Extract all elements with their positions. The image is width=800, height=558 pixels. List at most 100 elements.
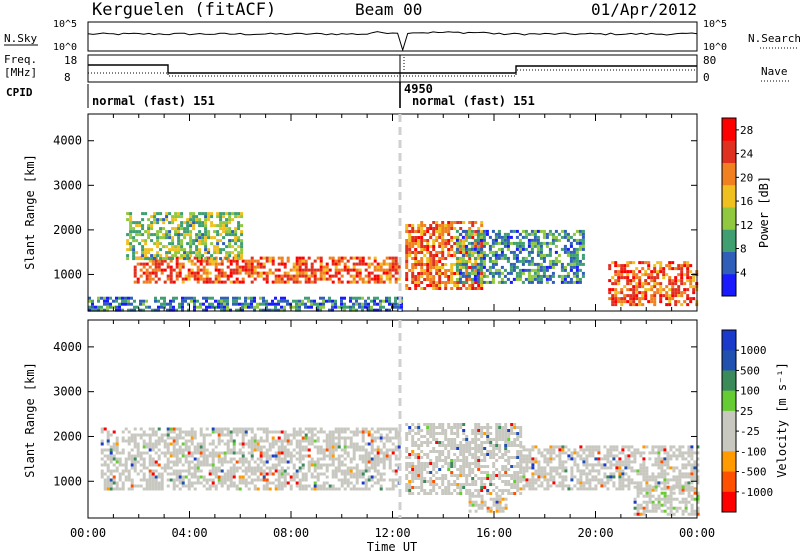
heatmap-cell — [215, 275, 218, 278]
heatmap-cell — [356, 263, 359, 266]
heatmap-cell — [582, 239, 585, 242]
heatmap-cell — [543, 472, 546, 475]
heatmap-cell — [216, 233, 219, 236]
heatmap-cell — [459, 287, 462, 290]
heatmap-cell — [299, 479, 302, 482]
heatmap-cell — [188, 272, 191, 275]
heatmap-cell — [383, 263, 386, 266]
heatmap-cell — [656, 261, 659, 264]
heatmap-cell — [168, 212, 171, 215]
heatmap-cell — [507, 429, 510, 432]
heatmap-cell — [290, 278, 293, 281]
heatmap-cell — [274, 306, 277, 309]
heatmap-cell — [266, 275, 269, 278]
heatmap-cell — [195, 233, 198, 236]
heatmap-cell — [447, 465, 450, 468]
heatmap-cell — [498, 435, 501, 438]
heatmap-cell — [435, 230, 438, 233]
heatmap-cell — [611, 294, 614, 297]
heatmap-cell — [311, 443, 314, 446]
heatmap-cell — [621, 463, 624, 466]
heatmap-cell — [203, 458, 206, 461]
heatmap-cell — [405, 254, 408, 257]
heatmap-cell — [674, 279, 677, 282]
heatmap-cell — [507, 242, 510, 245]
heatmap-cell — [637, 489, 640, 492]
heatmap-cell — [298, 300, 301, 303]
heatmap-cell — [210, 224, 213, 227]
heatmap-cell — [673, 498, 676, 501]
heatmap-cell — [302, 431, 305, 434]
heatmap-cell — [516, 471, 519, 474]
heatmap-cell — [278, 485, 281, 488]
heatmap-cell — [492, 251, 495, 254]
heatmap-cell — [531, 281, 534, 284]
cpid-strip: CPID normal (fast) 151 4950 normal (fast… — [6, 82, 535, 108]
heatmap-cell — [552, 260, 555, 263]
heatmap-cell — [337, 306, 340, 309]
heatmap-cell — [287, 434, 290, 437]
heatmap-cell — [218, 443, 221, 446]
heatmap-cell — [643, 501, 646, 504]
heatmap-cell — [204, 227, 207, 230]
heatmap-cell — [471, 438, 474, 441]
heatmap-cell — [672, 475, 675, 478]
heatmap-cell — [310, 303, 313, 306]
heatmap-cell — [211, 306, 214, 309]
heatmap-cell — [549, 472, 552, 475]
heatmap-cell — [612, 484, 615, 487]
heatmap-cell — [245, 479, 248, 482]
heatmap-cell — [215, 281, 218, 284]
heatmap-cell — [636, 451, 639, 454]
heatmap-cell — [465, 239, 468, 242]
heatmap-cell — [284, 446, 287, 449]
heatmap-cell — [528, 251, 531, 254]
heatmap-cell — [204, 224, 207, 227]
heatmap-cell — [483, 453, 486, 456]
heatmap-cell — [302, 458, 305, 461]
heatmap-cell — [104, 461, 107, 464]
heatmap-cell — [678, 448, 681, 451]
heatmap-cell — [426, 239, 429, 242]
heatmap-cell — [456, 239, 459, 242]
heatmap-cell — [323, 482, 326, 485]
heatmap-cell — [134, 446, 137, 449]
heatmap-cell — [495, 423, 498, 426]
heatmap-cell — [329, 464, 332, 467]
heatmap-cell — [230, 473, 233, 476]
heatmap-cell — [137, 473, 140, 476]
heatmap-cell — [507, 245, 510, 248]
heatmap-cell — [405, 468, 408, 471]
heatmap-cell — [435, 281, 438, 284]
heatmap-cell — [441, 432, 444, 435]
heatmap-cell — [414, 263, 417, 266]
heatmap-cell — [176, 458, 179, 461]
heatmap-cell — [335, 449, 338, 452]
heatmap-cell — [356, 473, 359, 476]
heatmap-cell — [405, 438, 408, 441]
heatmap-cell — [234, 236, 237, 239]
heatmap-cell — [611, 288, 614, 291]
heatmap-cell — [662, 288, 665, 291]
heatmap-cell — [377, 269, 380, 272]
heatmap-cell — [519, 492, 522, 495]
heatmap-cell — [368, 257, 371, 260]
heatmap-cell — [263, 476, 266, 479]
heatmap-cell — [204, 233, 207, 236]
heatmap-cell — [189, 218, 192, 221]
heatmap-cell — [612, 445, 615, 448]
heatmap-cell — [411, 429, 414, 432]
heatmap-cell — [383, 269, 386, 272]
heatmap-cell — [299, 431, 302, 434]
heatmap-cell — [245, 482, 248, 485]
heatmap-cell — [163, 300, 166, 303]
heatmap-cell — [667, 507, 670, 510]
heatmap-cell — [205, 297, 208, 300]
heatmap-cell — [335, 437, 338, 440]
heatmap-cell — [350, 482, 353, 485]
heatmap-cell — [215, 278, 218, 281]
heatmap-cell — [651, 448, 654, 451]
heatmap-cell — [212, 281, 215, 284]
heatmap-cell — [444, 486, 447, 489]
heatmap-cell — [104, 482, 107, 485]
